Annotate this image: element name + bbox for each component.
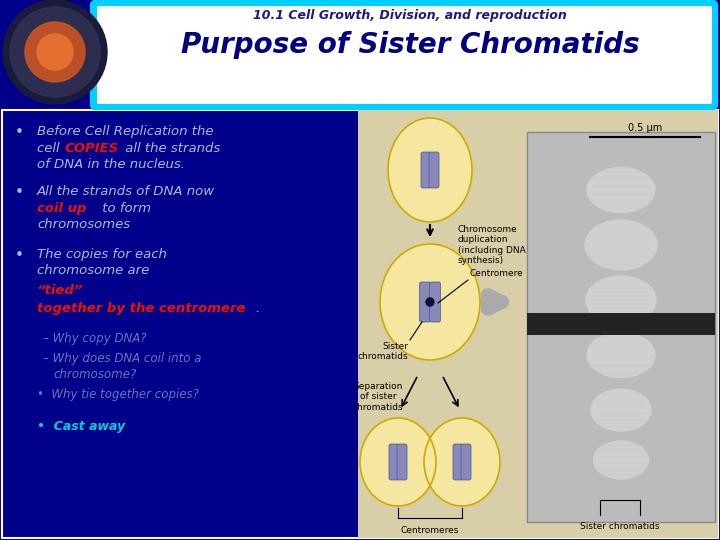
Ellipse shape xyxy=(586,276,656,324)
Ellipse shape xyxy=(380,244,480,360)
Text: all the strands: all the strands xyxy=(121,142,220,155)
FancyBboxPatch shape xyxy=(420,282,431,322)
Ellipse shape xyxy=(585,220,657,270)
Text: The copies for each: The copies for each xyxy=(37,248,167,261)
Text: Centromeres: Centromeres xyxy=(401,526,459,535)
Text: to form: to form xyxy=(98,202,151,215)
FancyBboxPatch shape xyxy=(97,6,712,104)
Text: chromosome are: chromosome are xyxy=(37,264,153,277)
Text: Chromosome
duplication
(including DNA
synthesis): Chromosome duplication (including DNA sy… xyxy=(458,225,526,265)
Text: Sister
chromatids: Sister chromatids xyxy=(357,342,408,361)
Circle shape xyxy=(426,298,434,306)
Ellipse shape xyxy=(360,418,436,506)
FancyBboxPatch shape xyxy=(397,444,407,480)
Ellipse shape xyxy=(587,167,655,213)
Text: COPIES: COPIES xyxy=(65,142,119,155)
Circle shape xyxy=(25,22,85,82)
Ellipse shape xyxy=(587,333,655,377)
FancyBboxPatch shape xyxy=(527,132,715,522)
Text: chromosomes: chromosomes xyxy=(37,218,130,231)
Text: •: • xyxy=(15,248,24,263)
Ellipse shape xyxy=(593,441,649,479)
FancyBboxPatch shape xyxy=(92,2,716,108)
Text: coil up: coil up xyxy=(37,202,86,215)
Text: 10.1 Cell Growth, Division, and reproduction: 10.1 Cell Growth, Division, and reproduc… xyxy=(253,10,567,23)
Text: •: • xyxy=(15,125,24,140)
FancyBboxPatch shape xyxy=(461,444,471,480)
Ellipse shape xyxy=(388,118,472,222)
Text: Sister chromatids: Sister chromatids xyxy=(580,522,660,531)
Text: •  Cast away: • Cast away xyxy=(37,420,125,433)
Text: Before Cell Replication the: Before Cell Replication the xyxy=(37,125,214,138)
Circle shape xyxy=(10,7,100,97)
FancyBboxPatch shape xyxy=(421,152,431,188)
Text: together by the centromere: together by the centromere xyxy=(37,302,246,315)
FancyBboxPatch shape xyxy=(429,152,439,188)
FancyBboxPatch shape xyxy=(527,313,715,335)
Text: •  Why tie together copies?: • Why tie together copies? xyxy=(37,388,199,401)
Text: “tied”: “tied” xyxy=(37,284,84,297)
Text: Separation
of sister
chromatids: Separation of sister chromatids xyxy=(353,382,403,412)
Text: .: . xyxy=(255,302,259,315)
FancyBboxPatch shape xyxy=(358,110,718,538)
FancyBboxPatch shape xyxy=(453,444,463,480)
Text: •: • xyxy=(15,185,24,200)
Text: – Why copy DNA?: – Why copy DNA? xyxy=(43,332,146,345)
Text: cell: cell xyxy=(37,142,64,155)
Circle shape xyxy=(3,0,107,104)
Ellipse shape xyxy=(591,389,651,431)
Text: Centromere: Centromere xyxy=(470,269,523,278)
Ellipse shape xyxy=(424,418,500,506)
Text: All the strands of DNA now: All the strands of DNA now xyxy=(37,185,215,198)
Text: Purpose of Sister Chromatids: Purpose of Sister Chromatids xyxy=(181,31,639,59)
Text: chromosome?: chromosome? xyxy=(53,368,136,381)
Text: – Why does DNA coil into a: – Why does DNA coil into a xyxy=(43,352,202,365)
FancyBboxPatch shape xyxy=(2,110,718,538)
FancyBboxPatch shape xyxy=(430,282,441,322)
Circle shape xyxy=(37,34,73,70)
Text: 0.5 µm: 0.5 µm xyxy=(628,123,662,133)
Text: of DNA in the nucleus.: of DNA in the nucleus. xyxy=(37,158,185,171)
FancyBboxPatch shape xyxy=(389,444,399,480)
